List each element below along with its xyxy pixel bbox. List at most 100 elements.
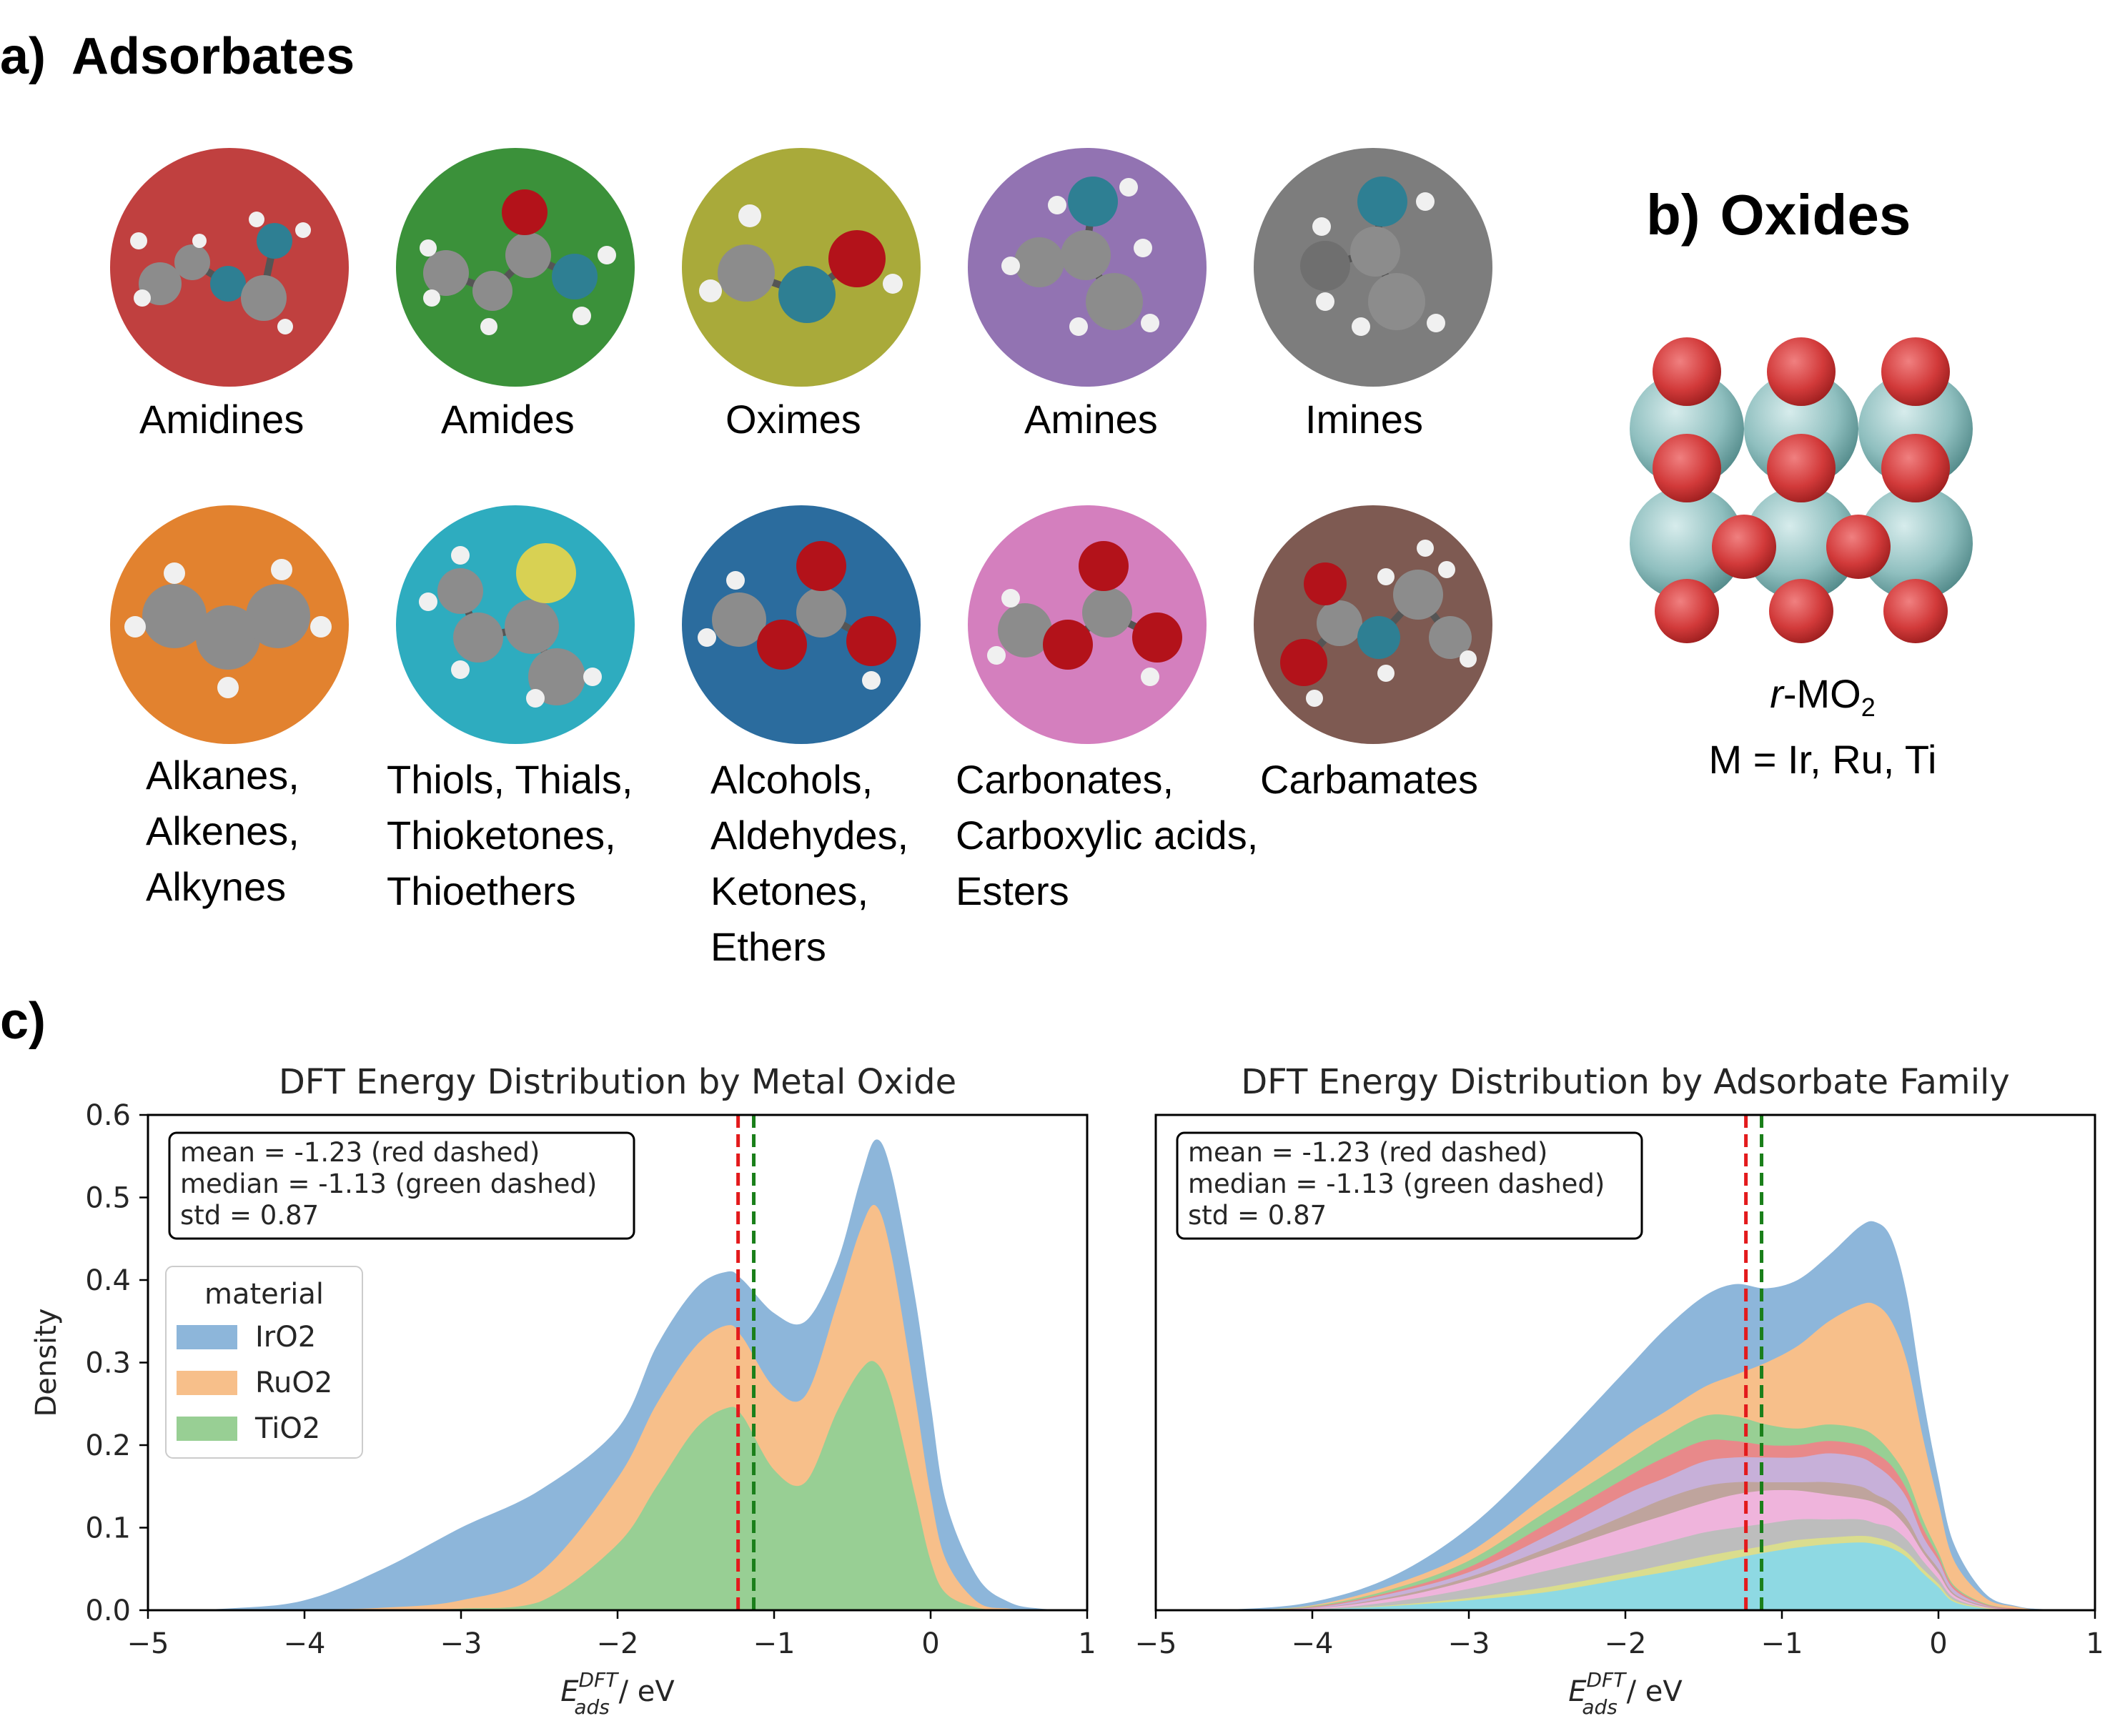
family-label-line: Amides: [441, 397, 575, 442]
x-tick-label: 1: [1078, 1627, 1096, 1660]
imine-molecule-graphic: [1254, 148, 1492, 387]
family-label-line: Ketones,: [710, 868, 869, 913]
formula-prefix: r: [1770, 671, 1783, 716]
family-label-line: Thioethers: [387, 868, 576, 913]
y-tick-label: 0.0: [85, 1594, 131, 1627]
y-tick-label: 0.5: [85, 1182, 131, 1215]
stats-line: std = 0.87: [1188, 1200, 1327, 1231]
x-tick-label: 1: [2086, 1627, 2104, 1660]
molecule-oximes: [682, 148, 921, 387]
x-axis-label: EDFT ads / eV: [560, 1668, 675, 1719]
y-tick-label: 0.1: [85, 1512, 131, 1545]
y-tick-label: 0.4: [85, 1264, 131, 1297]
family-label-alcohols: Alcohols, Aldehydes, Ketones, Ethers: [710, 752, 908, 975]
stats-line: mean = -1.23 (red dashed): [1188, 1137, 1547, 1168]
family-label-line: Amines: [1024, 397, 1158, 442]
family-label-amidines: Amidines: [139, 392, 304, 447]
family-label-carbamates: Carbamates: [1260, 752, 1478, 808]
family-label-oximes: Oximes: [725, 392, 861, 447]
family-label-line: Alkenes,: [146, 808, 299, 853]
x-tick-label: 0: [921, 1627, 939, 1660]
y-tick-label: 0.2: [85, 1429, 131, 1462]
family-label-line: Aldehydes,: [710, 813, 909, 858]
stats-line: median = -1.13 (green dashed): [180, 1169, 597, 1199]
amine-molecule-graphic: [968, 148, 1207, 387]
family-label-line: Carboxylic acids,: [956, 813, 1259, 858]
legend-label-tio2: TiO2: [254, 1412, 320, 1445]
family-label-line: Ethers: [710, 924, 826, 969]
family-label-line: Alkanes,: [146, 753, 299, 798]
oxime-molecule-graphic: [682, 148, 921, 387]
x-tick-label: 0: [1929, 1627, 1947, 1660]
family-label-line: Alcohols,: [710, 757, 873, 802]
x-tick-label: −2: [597, 1627, 639, 1660]
y-tick-label: 0.6: [85, 1099, 131, 1132]
legend-swatch-ruo2: [177, 1371, 237, 1395]
molecule-thiols: [396, 505, 635, 744]
family-label-line: Carbonates,: [956, 757, 1174, 802]
density-area-series-10: [1156, 1542, 2095, 1610]
panel-b-heading: b) Oxides: [1646, 182, 1911, 248]
legend-box: [165, 1266, 363, 1459]
family-label-line: Thioketones,: [387, 813, 616, 858]
x-tick-label: −3: [440, 1627, 482, 1660]
molecule-amides: [396, 148, 635, 387]
x-tick-label: −1: [1761, 1627, 1803, 1660]
legend-label-ruo2: RuO2: [255, 1367, 332, 1399]
thiol-molecule-graphic: [396, 505, 635, 744]
molecule-imines: [1254, 148, 1492, 387]
carbonate-molecule-graphic: [968, 505, 1207, 744]
chart-title: DFT Energy Distribution by Adsorbate Fam…: [1241, 1062, 2010, 1102]
formula-subscript: 2: [1861, 693, 1876, 723]
density-area-tio2: [148, 1361, 1087, 1610]
panel-a-label: a): [0, 28, 46, 85]
stats-line: mean = -1.23 (red dashed): [180, 1137, 540, 1168]
rutile-oxide-structure: [1630, 337, 1973, 643]
chart-1: DFT Energy Distribution by Metal Oxide −5…: [30, 1062, 1096, 1719]
amidine-molecule-graphic: [110, 148, 349, 387]
x-tick-label: −2: [1605, 1627, 1647, 1660]
molecule-alkanes: [110, 505, 349, 744]
legend-swatch-iro2: [177, 1325, 237, 1349]
legend-title: material: [204, 1278, 324, 1311]
family-label-line: Oximes: [725, 397, 861, 442]
x-axis-label: EDFT ads / eV: [1568, 1668, 1683, 1719]
stats-line: std = 0.87: [180, 1200, 319, 1231]
oxide-metals: M = Ir, Ru, Ti: [1644, 736, 2001, 783]
molecule-carbamates: [1254, 505, 1492, 744]
stats-line: median = -1.13 (green dashed): [1188, 1169, 1605, 1199]
molecule-amines: [968, 148, 1207, 387]
chart-2: DFT Energy Distribution by Adsorbate Fam…: [1135, 1062, 2104, 1719]
oxide-oxygen-atoms: [1653, 337, 1950, 643]
stats-box: [1176, 1131, 1643, 1240]
y-tick-label: 0.3: [85, 1347, 131, 1380]
family-label-line: Amidines: [139, 397, 304, 442]
x-tick-label: −4: [284, 1627, 326, 1660]
legend-label-iro2: IrO2: [255, 1321, 316, 1354]
chart-title: DFT Energy Distribution by Metal Oxide: [279, 1062, 956, 1102]
family-label-thiols: Thiols, Thials, Thioketones, Thioethers: [387, 752, 633, 919]
molecule-carbonates: [968, 505, 1207, 744]
panel-a-heading: a) Adsorbates: [0, 27, 355, 86]
family-label-amides: Amides: [441, 392, 575, 447]
x-tick-label: −1: [753, 1627, 796, 1660]
molecule-amidines: [110, 148, 349, 387]
family-label-line: Alkynes: [146, 864, 287, 909]
oxide-metals-text: M = Ir, Ru, Ti: [1708, 737, 1937, 782]
alcohol-molecule-graphic: [682, 505, 921, 744]
x-tick-label: −3: [1448, 1627, 1490, 1660]
family-label-alkanes: Alkanes, Alkenes, Alkynes: [146, 748, 299, 915]
alkane-molecule-graphic: [110, 505, 349, 744]
formula-body: -MO: [1783, 671, 1861, 716]
panel-c-label: c): [0, 993, 46, 1050]
x-tick-label: −5: [127, 1627, 169, 1660]
panel-b-label: b): [1646, 183, 1700, 247]
family-label-amines: Amines: [1024, 392, 1158, 447]
amide-molecule-graphic: [396, 148, 635, 387]
y-axis-label: Density: [30, 1308, 63, 1417]
family-label-imines: Imines: [1305, 392, 1423, 447]
family-label-carbonates: Carbonates, Carboxylic acids, Esters: [956, 752, 1258, 919]
stats-box: [168, 1131, 635, 1240]
family-label-line: Imines: [1305, 397, 1423, 442]
family-label-line: Carbamates: [1260, 757, 1479, 802]
